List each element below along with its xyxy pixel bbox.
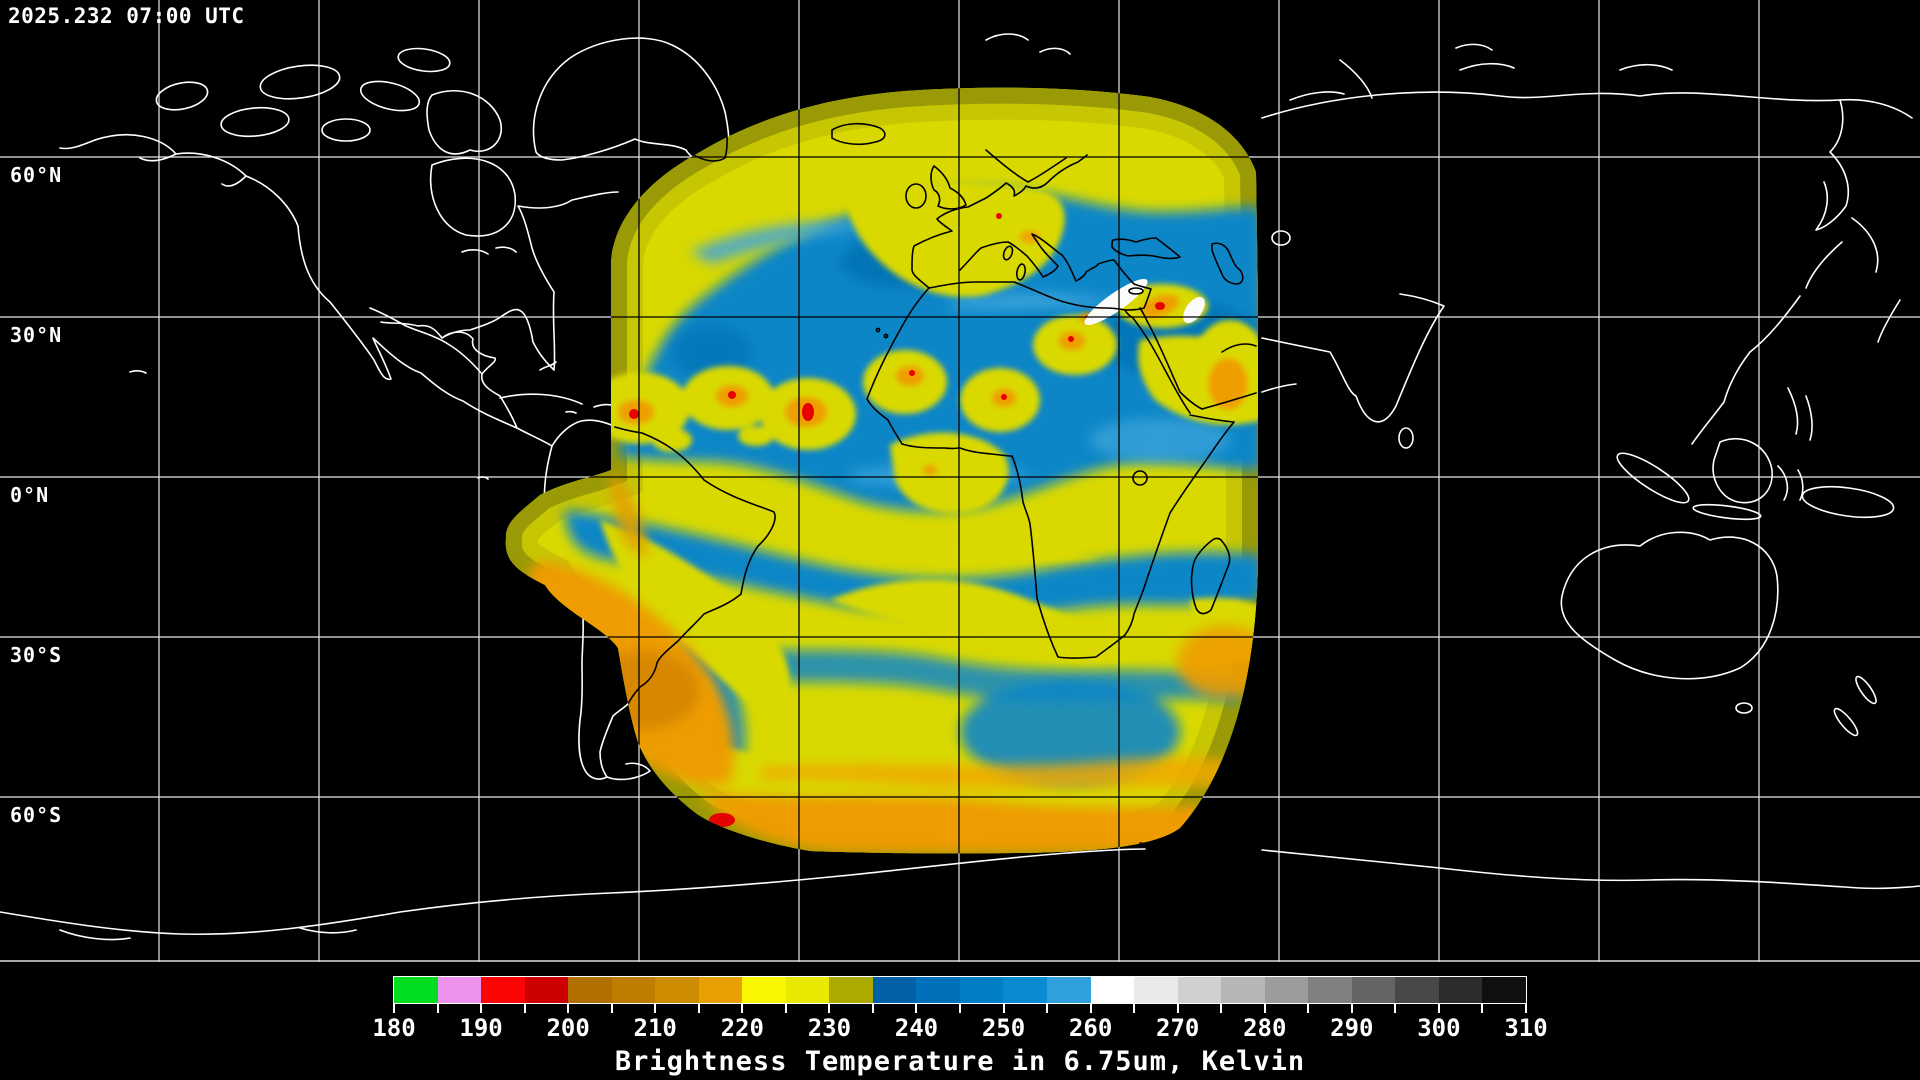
colorbar-ticks — [0, 1004, 1920, 1014]
colorbar-tick — [915, 1004, 918, 1013]
colorbar-segment — [959, 977, 1004, 1003]
colorbar-segment — [611, 977, 656, 1003]
colorbar-swatches — [393, 976, 1527, 1004]
colorbar-tick — [697, 1004, 700, 1013]
lat-label-60n: 60°N — [10, 163, 63, 187]
colorbar-tick — [784, 1004, 787, 1013]
colorbar-tick-label: 250 — [981, 1014, 1026, 1042]
colorbar-tick — [480, 1004, 483, 1013]
colorbar-tick — [436, 1004, 439, 1013]
lat-label-30n: 30°N — [10, 323, 63, 347]
colorbar-tick-label: 240 — [894, 1014, 939, 1042]
colorbar-tick — [1263, 1004, 1266, 1013]
colorbar-caption: Brightness Temperature in 6.75um, Kelvin — [614, 1046, 1306, 1077]
south-red-spot — [709, 813, 735, 827]
colorbar-tick — [1002, 1004, 1005, 1013]
colorbar-tick — [741, 1004, 744, 1013]
colorbar-tick — [1350, 1004, 1353, 1013]
colorbar-tick — [871, 1004, 874, 1013]
colorbar-segment — [481, 977, 525, 1003]
cold-cloud-red-cores — [619, 302, 1165, 546]
colorbar-segment — [1221, 977, 1265, 1003]
colorbar-tick — [567, 1004, 570, 1013]
colorbar-tick-label: 210 — [633, 1014, 677, 1042]
colorbar-tick — [1046, 1004, 1049, 1013]
colorbar-segment — [785, 977, 830, 1003]
colorbar-tick — [1437, 1004, 1440, 1013]
colorbar-segment — [1482, 977, 1526, 1003]
colorbar-tick-labels: 180 190 200 210 220 230 240 250 260 270 280 290 300 3… — [0, 1014, 1920, 1044]
indian-ocean-cloud — [1138, 336, 1259, 425]
colorbar-segment — [698, 977, 743, 1003]
colorbar-tick — [654, 1004, 657, 1013]
colorbar-tick — [1481, 1004, 1484, 1013]
colorbar-segment — [1264, 977, 1309, 1003]
colorbar-tick-label: 290 — [1330, 1014, 1374, 1042]
colorbar-segment — [1134, 977, 1178, 1003]
colorbar-tick — [1525, 1004, 1527, 1013]
colorbar-segment — [1090, 977, 1135, 1003]
colorbar-tick-label: 190 — [459, 1014, 503, 1042]
colorbar-tick — [523, 1004, 526, 1013]
colorbar-tick — [1176, 1004, 1179, 1013]
colorbar-tick — [1307, 1004, 1310, 1013]
lat-label-0n: 0°N — [10, 483, 50, 507]
colorbar-tick — [393, 1004, 395, 1013]
colorbar-segment — [1395, 977, 1439, 1003]
colorbar-tick-label: 260 — [1068, 1014, 1113, 1042]
colorbar-segment — [1046, 977, 1091, 1003]
colorbar-tick — [1394, 1004, 1397, 1013]
colorbar-segment — [524, 977, 569, 1003]
colorbar-segment — [1177, 977, 1222, 1003]
colorbar-segment — [742, 977, 786, 1003]
colorbar-segment — [1438, 977, 1483, 1003]
colorbar-tick — [828, 1004, 831, 1013]
timestamp-label: 2025.232 07:00 UTC — [8, 4, 245, 28]
colorbar-tick — [959, 1004, 961, 1013]
colorbar-segment — [394, 977, 438, 1003]
colorbar-tick — [1220, 1004, 1223, 1013]
colorbar-segment — [1308, 977, 1352, 1003]
colorbar-segment — [437, 977, 482, 1003]
lat-label-30s: 30°S — [10, 643, 63, 667]
europe-cloud-band — [845, 182, 1065, 298]
colorbar-tick-label: 310 — [1504, 1014, 1548, 1042]
colorbar-segment — [568, 977, 612, 1003]
coastlines-white — [0, 33, 1920, 941]
colorbar-tick-label: 230 — [807, 1014, 852, 1042]
colorbar-tick — [610, 1004, 613, 1013]
colorbar-tick — [1133, 1004, 1136, 1013]
colorbar-tick-label: 280 — [1243, 1014, 1287, 1042]
colorbar-tick-label: 300 — [1417, 1014, 1461, 1042]
colorbar-segment — [872, 977, 917, 1003]
colorbar-tick-label: 180 — [372, 1014, 416, 1042]
colorbar-segment — [1351, 977, 1396, 1003]
colorbar-tick-label: 200 — [546, 1014, 590, 1042]
colorbar-tick-label: 270 — [1156, 1014, 1200, 1042]
colorbar-segment — [829, 977, 873, 1003]
colorbar-segment — [1003, 977, 1047, 1003]
colorbar-tick-label: 220 — [720, 1014, 764, 1042]
colorbar-segment — [655, 977, 699, 1003]
colorbar-segment — [916, 977, 960, 1003]
lat-label-60s: 60°S — [10, 803, 63, 827]
colorbar-tick — [1089, 1004, 1092, 1013]
world-map — [0, 0, 1920, 962]
